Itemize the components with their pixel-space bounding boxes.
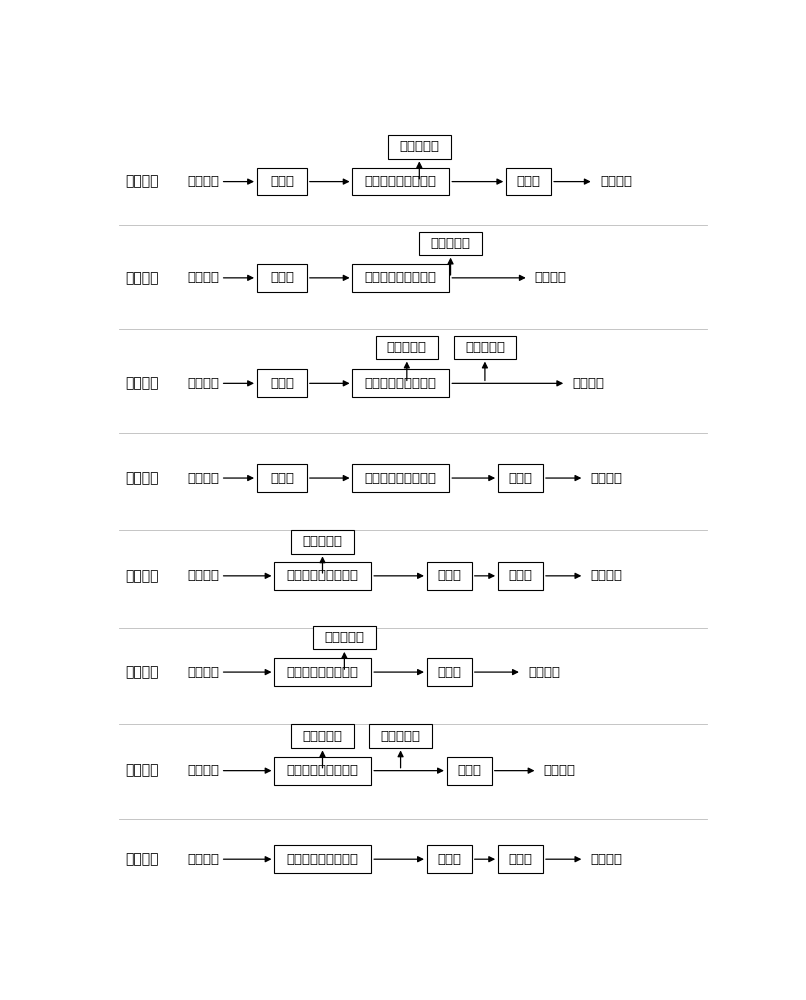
Bar <box>274 658 371 686</box>
Text: 出气装置: 出气装置 <box>544 764 575 777</box>
Bar <box>257 369 307 397</box>
Bar <box>274 845 371 873</box>
Bar <box>291 724 354 748</box>
Text: 抽气泵: 抽气泵 <box>457 764 481 777</box>
Text: 针型阀: 针型阀 <box>270 377 294 390</box>
Text: 绝压传感器: 绝压传感器 <box>302 730 343 742</box>
Bar <box>447 757 492 785</box>
Text: 流量计: 流量计 <box>517 175 541 188</box>
Text: 优选七：: 优选七： <box>126 764 160 778</box>
Text: 差压传感器: 差压传感器 <box>430 237 471 250</box>
Bar <box>498 845 543 873</box>
Bar <box>369 724 432 748</box>
Text: 出气装置: 出气装置 <box>591 569 623 582</box>
Text: 优选五：: 优选五： <box>126 569 160 583</box>
Text: 电化学传感器容纳腔: 电化学传感器容纳腔 <box>364 472 437 485</box>
Text: 出气装置: 出气装置 <box>591 472 623 485</box>
Text: 进气装置: 进气装置 <box>188 472 220 485</box>
Text: 出气装置: 出气装置 <box>591 853 623 866</box>
Bar <box>313 626 376 649</box>
Text: 出气装置: 出气装置 <box>534 271 567 284</box>
Bar <box>257 168 307 195</box>
Bar <box>498 464 543 492</box>
Bar <box>376 336 438 359</box>
Bar <box>274 562 371 590</box>
Bar <box>506 168 551 195</box>
Text: 绝压传感器: 绝压传感器 <box>399 140 439 153</box>
Text: 差压传感器: 差压传感器 <box>465 341 505 354</box>
Text: 电化学传感器容纳腔: 电化学传感器容纳腔 <box>286 666 359 679</box>
Text: 电化学传感器容纳腔: 电化学传感器容纳腔 <box>286 569 359 582</box>
Bar <box>291 530 354 554</box>
Text: 出气装置: 出气装置 <box>600 175 632 188</box>
Text: 进气装置: 进气装置 <box>188 175 220 188</box>
Text: 抽气泵: 抽气泵 <box>438 853 461 866</box>
Text: 针型阀: 针型阀 <box>270 271 294 284</box>
Text: 抽气泵: 抽气泵 <box>438 666 461 679</box>
Text: 电化学传感器容纳腔: 电化学传感器容纳腔 <box>364 271 437 284</box>
Text: 进气装置: 进气装置 <box>188 853 220 866</box>
Bar <box>419 232 482 255</box>
Text: 优选二：: 优选二： <box>126 271 160 285</box>
Bar <box>352 264 449 292</box>
Bar <box>352 369 449 397</box>
Text: 进气装置: 进气装置 <box>188 569 220 582</box>
Text: 电化学传感器容纳腔: 电化学传感器容纳腔 <box>286 853 359 866</box>
Text: 优选三：: 优选三： <box>126 376 160 390</box>
Text: 流量计: 流量计 <box>509 472 533 485</box>
Bar <box>352 168 449 195</box>
Text: 进气装置: 进气装置 <box>188 271 220 284</box>
Bar <box>274 757 371 785</box>
Bar <box>427 562 472 590</box>
Text: 出气装置: 出气装置 <box>572 377 604 390</box>
Text: 进气装置: 进气装置 <box>188 666 220 679</box>
Text: 绝压传感器: 绝压传感器 <box>387 341 427 354</box>
Text: 差压传感器: 差压传感器 <box>380 730 421 742</box>
Text: 绝压传感器: 绝压传感器 <box>302 535 343 548</box>
Bar <box>388 135 451 158</box>
Text: 差压传感器: 差压传感器 <box>324 631 364 644</box>
Bar <box>257 464 307 492</box>
Bar <box>427 658 472 686</box>
Bar <box>427 845 472 873</box>
Text: 电化学传感器容纳腔: 电化学传感器容纳腔 <box>286 764 359 777</box>
Text: 进气装置: 进气装置 <box>188 764 220 777</box>
Text: 针型阀: 针型阀 <box>270 472 294 485</box>
Text: 抽气泵: 抽气泵 <box>438 569 461 582</box>
Text: 进气装置: 进气装置 <box>188 377 220 390</box>
Text: 流量计: 流量计 <box>509 853 533 866</box>
Text: 电化学传感器容纳腔: 电化学传感器容纳腔 <box>364 377 437 390</box>
Bar <box>257 264 307 292</box>
Bar <box>454 336 516 359</box>
Text: 出气装置: 出气装置 <box>528 666 560 679</box>
Bar <box>498 562 543 590</box>
Text: 优选八：: 优选八： <box>126 852 160 866</box>
Text: 优选六：: 优选六： <box>126 665 160 679</box>
Text: 优选四：: 优选四： <box>126 471 160 485</box>
Bar <box>352 464 449 492</box>
Text: 电化学传感器容纳腔: 电化学传感器容纳腔 <box>364 175 437 188</box>
Text: 优选一：: 优选一： <box>126 175 160 189</box>
Text: 针型阀: 针型阀 <box>270 175 294 188</box>
Text: 流量计: 流量计 <box>509 569 533 582</box>
